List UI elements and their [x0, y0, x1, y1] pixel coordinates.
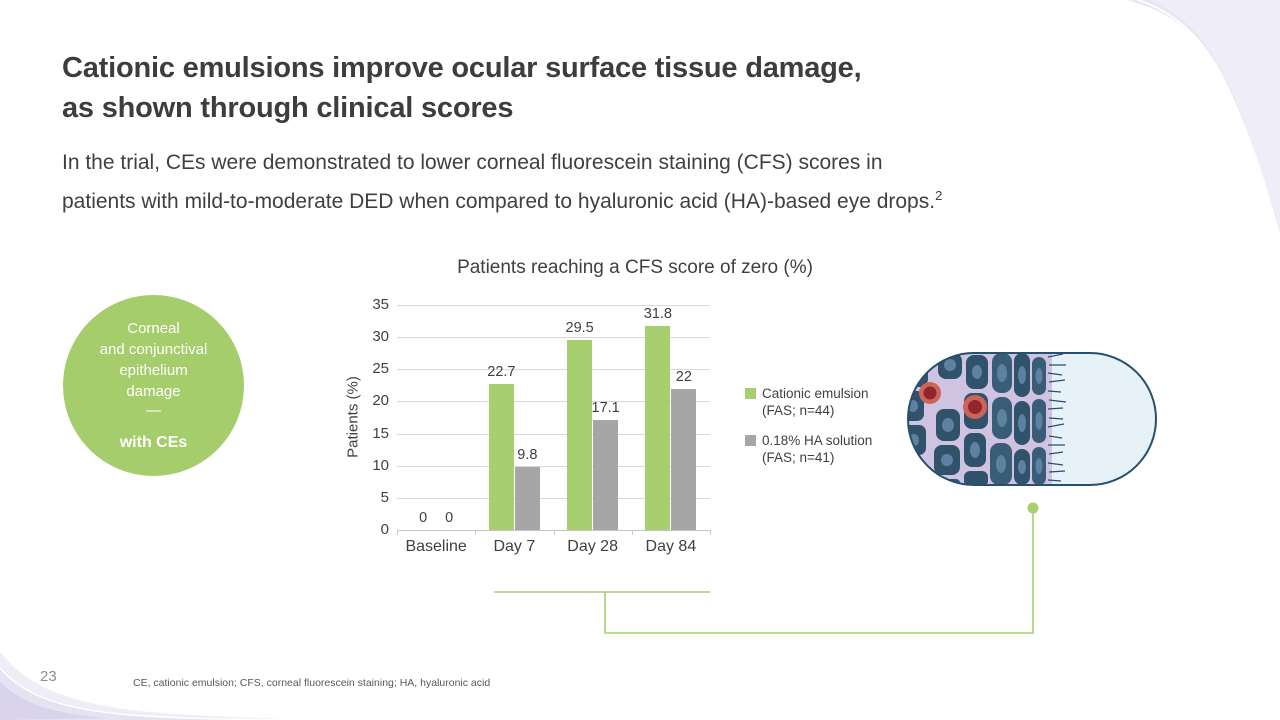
bar-value-label: 29.5 [565, 320, 594, 337]
legend-label-line: (FAS; n=41) [762, 450, 835, 465]
chart-bar-green [567, 340, 593, 530]
y-tick-label: 0 [380, 521, 389, 538]
y-tick-label: 30 [372, 328, 389, 346]
footnote-abbreviations: CE, cationic emulsion; CFS, corneal fluo… [133, 677, 491, 689]
reference-superscript: 2 [935, 188, 943, 203]
cilia-fringe [1047, 353, 1067, 482]
legend-entry-ha-solution: 0.18% HA solution (FAS; n=41) [745, 432, 872, 466]
chart-bar-gray [514, 467, 540, 530]
cfs-bar-chart: Patients reaching a CFS score of zero (%… [335, 253, 955, 583]
ocular-tissue-illustration [907, 352, 1157, 486]
slide-title-line1: Cationic emulsions improve ocular surfac… [62, 52, 862, 84]
y-tick-label: 5 [380, 488, 389, 506]
chart-bar-gray [671, 388, 697, 530]
gridline [397, 465, 710, 467]
y-axis-label: Patients (%) [344, 376, 362, 458]
x-tick-label: Day 84 [645, 538, 697, 555]
circle-line: and conjunctival [99, 341, 208, 358]
y-tick-label: 35 [372, 296, 389, 313]
bar-value-label: 17.1 [591, 400, 620, 417]
gridline [397, 305, 710, 306]
plot-area: Baseline Day 7 Day 28 Day 84 0 22.7 29.5 31.8 0 9… [397, 305, 711, 555]
epithelium-cells [908, 353, 1067, 485]
circle-line: damage [126, 383, 181, 400]
capsule-outline [907, 352, 1157, 486]
bar-value-label: 9.8 [517, 447, 538, 463]
y-tick-label: 25 [372, 360, 389, 378]
y-tick-label: 20 [372, 392, 389, 410]
x-axis-tickmark [397, 530, 398, 535]
gridline [397, 433, 710, 435]
connector-dot [1027, 502, 1039, 514]
circle-separator: — [146, 402, 161, 419]
x-axis-tickmark [631, 530, 633, 535]
highlight-circle: Corneal and conjunctival epithelium dama… [63, 295, 244, 476]
bar-value-label: 0 [445, 510, 454, 526]
bar-value-label: 22 [675, 368, 692, 385]
chart-bar-gray [593, 420, 619, 530]
chart-bar-green [645, 325, 671, 530]
gridline [397, 401, 710, 403]
legend-label-line: 0.18% HA solution [762, 433, 873, 448]
bar-value-label: 31.8 [643, 305, 672, 322]
chart-legend: Cationic emulsion (FAS; n=44) 0.18% HA s… [745, 385, 872, 479]
x-tick-label: Baseline [405, 538, 467, 555]
x-axis-tickmark [710, 530, 711, 535]
slide-title: Cationic emulsions improve ocular surfac… [62, 48, 862, 128]
circle-emphasis: with CEs [119, 434, 188, 451]
slide-body-text: In the trial, CEs were demonstrated to l… [62, 146, 942, 218]
decorative-wave-bottom-left [0, 649, 400, 720]
body-line2: patients with mild-to-moderate DED when … [62, 188, 943, 213]
gridline [397, 337, 710, 339]
bar-value-label: 22.7 [487, 364, 516, 381]
y-tick-label: 15 [372, 424, 389, 442]
decorative-wave-top-right [1119, 0, 1280, 239]
legend-swatch-gray [745, 435, 756, 446]
page-number: 23 [40, 668, 57, 685]
legend-label-line: (FAS; n=44) [762, 403, 835, 418]
gridline [397, 497, 710, 499]
y-tick-label: 10 [372, 456, 389, 474]
legend-entry-cationic-emulsion: Cationic emulsion (FAS; n=44) [745, 385, 872, 419]
x-tick-label: Day 7 [493, 538, 536, 555]
x-axis-tickmark [475, 530, 477, 535]
chart-title: Patients reaching a CFS score of zero (%… [457, 257, 813, 278]
circle-line: epithelium [119, 362, 188, 379]
x-axis-tickmark [553, 530, 555, 535]
chart-bar-green [488, 384, 514, 530]
gridline [397, 369, 710, 371]
x-tick-label: Day 28 [567, 538, 618, 555]
legend-swatch-green [745, 388, 756, 399]
damaged-cell-icon [919, 382, 987, 419]
slide-title-line2: as shown through clinical scores [62, 92, 514, 124]
circle-line: Corneal [127, 320, 180, 337]
legend-label-line: Cationic emulsion [762, 386, 869, 401]
bar-value-label: 0 [419, 510, 428, 526]
body-line1: In the trial, CEs were demonstrated to l… [62, 151, 883, 174]
